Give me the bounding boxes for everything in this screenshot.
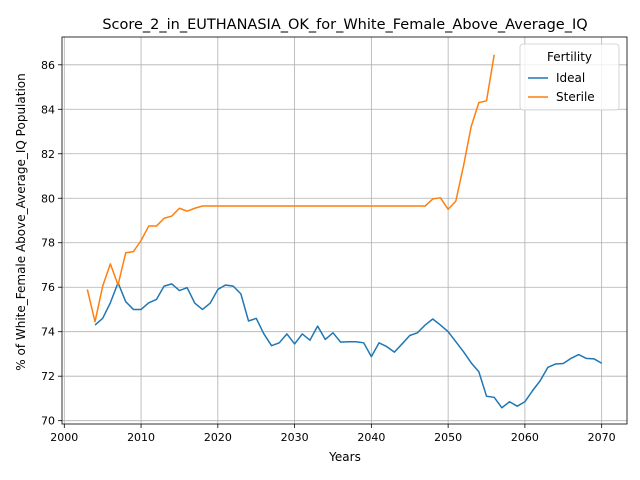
plot-frame: [61, 36, 628, 425]
x-tick-label: 2070: [588, 431, 616, 444]
y-tick-label: 80: [41, 192, 55, 205]
y-axis-label: % of White_Female Above_Average_IQ Popul…: [14, 73, 28, 370]
x-tick-label: 2010: [127, 431, 155, 444]
x-axis-label: Years: [328, 450, 361, 464]
series-line-ideal: [94, 282, 603, 409]
x-tick-label: 2020: [204, 431, 232, 444]
y-tick-label: 74: [41, 326, 55, 339]
series-line-sterile: [86, 54, 495, 323]
y-tick-label: 78: [41, 237, 55, 250]
legend-title: Fertility: [547, 50, 592, 64]
x-axis-ticks: 2000 2010 2020 2030 2040 2050 2060 2070: [50, 424, 616, 444]
x-tick-label: 2040: [357, 431, 385, 444]
y-tick-label: 86: [41, 59, 55, 72]
x-tick-label: 2000: [50, 431, 78, 444]
chart-title: Score_2_in_EUTHANASIA_OK_for_White_Femal…: [102, 17, 587, 33]
x-tick-label: 2030: [281, 431, 309, 444]
x-tick-label: 2050: [434, 431, 462, 444]
legend: Fertility Ideal Sterile: [519, 43, 620, 111]
y-tick-label: 72: [41, 370, 55, 383]
y-tick-label: 82: [41, 148, 55, 161]
y-tick-label: 84: [41, 103, 55, 116]
legend-label-sterile: Sterile: [556, 90, 595, 104]
series-lines: [86, 54, 603, 409]
y-tick-label: 70: [41, 415, 55, 428]
x-tick-label: 2060: [511, 431, 539, 444]
legend-box: [519, 43, 620, 111]
legend-label-ideal: Ideal: [556, 71, 585, 85]
y-tick-label: 76: [41, 281, 55, 294]
y-axis-ticks: 70 72 74 76 78 80 82 84 86: [41, 59, 62, 428]
